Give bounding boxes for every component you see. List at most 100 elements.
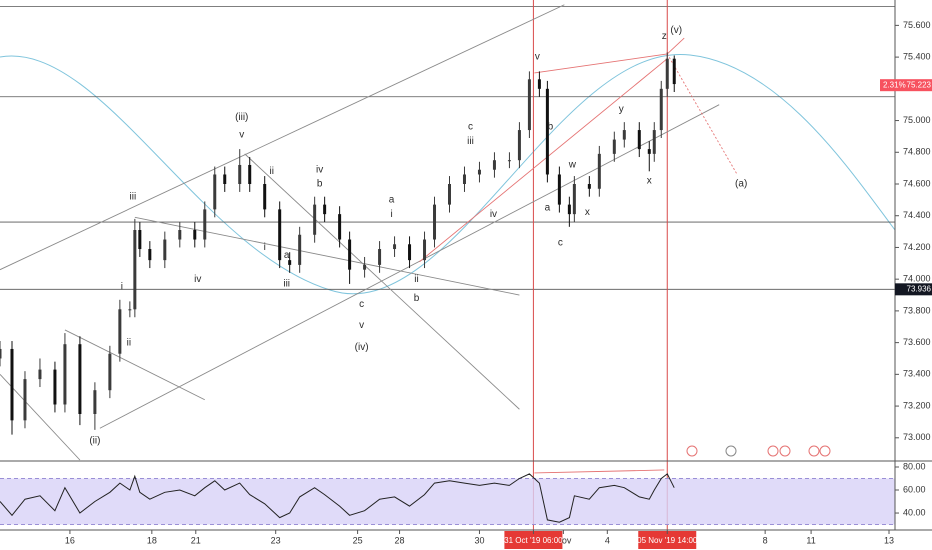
candle-body — [213, 174, 217, 210]
rsi-tick-label: 40.00 — [903, 507, 926, 517]
wave-label: iv — [490, 209, 497, 220]
wave-label: b — [548, 122, 554, 133]
candle-body — [408, 244, 412, 261]
candle-body — [298, 234, 302, 265]
wave-label: ii — [127, 337, 131, 348]
wave-label: b — [317, 179, 323, 190]
candle-body — [223, 174, 227, 184]
candle-body — [647, 149, 651, 154]
candle-body — [545, 88, 549, 175]
wave-label: w — [568, 160, 577, 171]
price-label: 75.223 — [907, 80, 932, 89]
event-icon — [819, 445, 831, 457]
x-tick-label: 11 — [806, 535, 815, 545]
wave-label: (iii) — [235, 112, 248, 123]
candle-body — [323, 204, 327, 215]
event-icon — [767, 445, 779, 457]
rsi-band — [0, 478, 895, 525]
candle-body — [652, 130, 656, 154]
rsi-line — [0, 473, 675, 523]
x-tick-label: 13 — [884, 535, 894, 545]
x-tick-label: 21 — [191, 535, 201, 545]
x-tick-label: 16 — [65, 535, 75, 545]
candle-body — [393, 244, 397, 250]
wave-label: i — [121, 282, 123, 293]
candle-body — [93, 390, 97, 414]
candle-body — [462, 174, 466, 184]
wave-label: z — [662, 31, 667, 42]
y-tick-label: 74.000 — [903, 274, 931, 284]
event-icon — [779, 445, 791, 457]
trend-line — [244, 153, 520, 410]
x-tick-label: 23 — [271, 535, 281, 545]
wave-label: ii — [414, 274, 418, 285]
candle-body — [637, 130, 641, 150]
wave-label: b — [414, 293, 420, 304]
candle-body — [288, 260, 292, 265]
candle-body — [203, 209, 207, 240]
candle-body — [537, 79, 541, 89]
x-tick-label: 18 — [147, 535, 157, 545]
candle-body — [63, 344, 67, 405]
y-tick-label: 75.000 — [903, 115, 931, 125]
y-tick-label: 74.800 — [903, 147, 931, 157]
wave-label: x — [647, 175, 652, 186]
cycle-curve — [0, 54, 896, 294]
candle-body — [263, 184, 267, 210]
wave-label: iii — [283, 279, 290, 290]
candle-body — [163, 239, 167, 261]
trend-line — [534, 469, 665, 474]
x-tick-label: 30 — [474, 535, 484, 545]
axes: 75.60075.40075.20075.00074.80074.60074.4… — [65, 20, 932, 549]
wave-label: ii — [269, 166, 273, 177]
candle-body — [477, 169, 481, 175]
wave-label: a — [284, 250, 290, 261]
candle-body — [363, 264, 367, 270]
candle-body — [148, 249, 152, 261]
candle-body — [23, 379, 27, 421]
event-icon — [725, 445, 737, 457]
x-tick-label: 4 — [605, 535, 610, 545]
candle-body — [567, 204, 571, 215]
x-tick-label: 28 — [395, 535, 405, 545]
candle-body — [128, 309, 132, 311]
candle-body — [622, 130, 626, 140]
candle-body — [78, 344, 82, 414]
price-pane: (iii)vii ivbiaiiiiiiiviii(ii)aiiibcv(iv)c… — [0, 0, 895, 530]
candle-body — [597, 153, 601, 189]
y-tick-label: 73.000 — [903, 432, 931, 442]
candle-body — [348, 239, 352, 270]
candle-body — [557, 174, 561, 205]
candle-body — [118, 309, 122, 354]
price-label-box — [895, 283, 932, 296]
candle-body — [38, 369, 42, 380]
trend-line — [666, 53, 738, 175]
candle-body — [313, 204, 317, 235]
wave-label: (a) — [735, 179, 747, 190]
event-icon — [686, 445, 698, 457]
wave-label: x — [585, 207, 590, 218]
wave-label: c — [558, 237, 563, 248]
wave-label: iv — [194, 274, 201, 285]
x-tick-label: 31 Oct '19 06:00 — [504, 536, 563, 545]
trend-line — [0, 4, 565, 271]
x-tick-label: Nov — [555, 535, 572, 545]
wave-label: a — [389, 195, 395, 206]
candle-body — [178, 230, 182, 240]
y-tick-label: 74.600 — [903, 178, 931, 188]
trend-line — [419, 58, 668, 263]
wave-label: (iv) — [355, 342, 369, 353]
wave-label: iii — [130, 191, 137, 202]
candle-body — [378, 249, 382, 265]
wave-label: iii — [467, 136, 474, 147]
x-tick-label: 25 — [353, 535, 363, 545]
candle-body — [672, 58, 676, 85]
trend-line — [666, 37, 685, 55]
rsi-tick-label: 60.00 — [903, 484, 926, 494]
y-tick-label: 73.800 — [903, 305, 931, 315]
wave-label: (v) — [670, 25, 682, 36]
x-tick-highlight — [504, 531, 563, 549]
y-tick-label: 75.600 — [903, 20, 931, 30]
